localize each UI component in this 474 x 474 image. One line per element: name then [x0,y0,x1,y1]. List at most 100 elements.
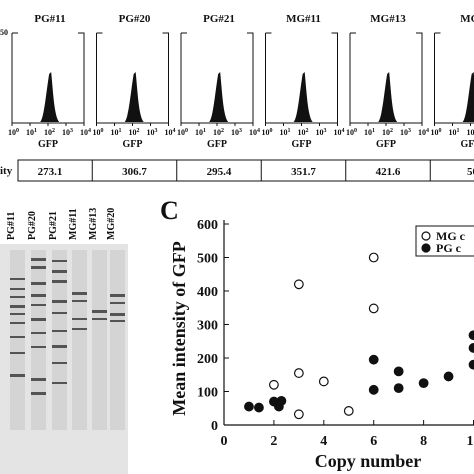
intensity-value: 273.1 [38,166,63,178]
histogram-tick-label: 104 [418,128,429,137]
legend-label: PG c [436,241,462,255]
histogram-frame [96,32,169,123]
gel-band [10,374,25,377]
gel-band [31,378,46,381]
gel-band [110,302,125,304]
intensity-value: 295.4 [207,166,232,178]
gel-band [31,304,46,306]
gel-lane-label: MG#11 [68,208,79,240]
gel-band [31,318,46,321]
y-tick-label: 600 [197,218,218,233]
histogram-tick-label: 101 [280,128,291,137]
gel-band [52,330,67,332]
gel-lane-label: PG#20 [27,211,38,240]
x-tick-label: 0 [221,434,228,449]
gel-band [31,266,46,269]
y-tick-label: 500 [197,252,218,267]
histogram-title: MG# [460,13,474,25]
histogram-6: MG#100101102103104GFP50 [431,13,474,178]
mg-data-point [293,409,304,420]
histogram-frame [265,32,338,123]
histogram-frame [434,32,441,34]
gel-band [10,322,25,324]
histogram-tick-label: 104 [334,128,345,137]
histogram-tick-label: 100 [177,128,188,137]
histogram-tick-label: 100 [8,128,19,137]
y-axis-label: Mean intensity of GFP [169,241,189,415]
pg-data-point [443,371,454,382]
legend-label: MG c [436,229,466,243]
histogram-xlabel: GFP [123,139,143,150]
histogram-3: PG#21 100 101 102 103 104 GFP 295.4 [177,13,262,181]
histogram-xlabel: GFP [461,139,474,150]
histogram-tick-label: 100 [262,128,273,137]
pg-data-point [468,359,474,370]
gel-lane [72,250,87,430]
gel-band [10,336,25,338]
intensity-value: 306.7 [122,166,147,178]
pg-data-point [368,354,379,365]
gel-band [52,345,67,348]
gel-band [72,318,87,320]
histogram-tick-label: 101 [26,128,37,137]
gel-band [31,282,46,285]
pg-data-point [254,402,264,413]
y-tick-label: 400 [197,285,218,300]
gel-lane [10,250,25,430]
x-axis-label: Copy number [315,451,422,471]
histogram-tick-label: 102 [213,128,224,137]
gel-band [52,270,67,273]
pg-data-point [244,401,254,412]
gel-band [52,312,67,314]
gel-band [110,320,125,322]
intensity-value-row: ity [0,159,474,182]
legend: MG cPG c [415,225,474,257]
gel-band [72,300,87,302]
row-label-fragment: ity [0,165,13,177]
gel-lane [31,250,46,430]
y-tick-label: 100 [197,386,218,401]
intensity-value: 351.7 [291,166,316,178]
panel-label: C [160,196,179,225]
gel-lane-label: PG#21 [48,211,59,240]
histogram-tick-label: 104 [80,128,91,137]
histogram-tick-label: 103 [316,128,327,137]
gel-band [31,258,46,261]
pg-data-point [276,395,287,406]
histogram-tick-label: 101 [364,128,375,137]
histogram-frame [350,32,423,123]
mg-data-point [343,406,354,416]
gel-band [52,280,67,283]
histogram-4: MG#11 100 101 102 103 104 GFP 351.7 [262,13,347,181]
gel-lane [92,250,107,430]
y-tick-fragment: 50 [0,28,8,37]
y-tick-label: 0 [211,419,218,434]
histogram-title: MG#13 [370,13,406,25]
mg-data-point [368,303,379,314]
histogram-tick-label: 102 [467,128,474,137]
histogram-title: PG#20 [119,13,151,25]
histogram-frame [12,32,85,123]
gel-lane [110,250,125,430]
pg-data-point [418,378,429,389]
gel-lane-label: MG#13 [88,208,99,240]
histogram-tick-label: 100 [346,128,357,137]
gel-lane [52,250,67,430]
gel-band [52,260,67,262]
legend-marker [421,243,431,253]
gel-band [52,362,67,364]
histogram-5: MG#13 100 101 102 103 104 GFP 421.6 [346,13,431,181]
histogram-tick-label: 103 [231,128,242,137]
histogram-peak [378,72,398,122]
gel-band [10,352,25,354]
histogram-peak [124,72,144,122]
histogram-tick-label: 103 [400,128,411,137]
gel-band [110,294,125,297]
histogram-tick-label: 101 [449,128,460,137]
histogram-tick-label: 100 [93,128,104,137]
x-tick-label: 2 [270,434,277,449]
intensity-value: 50 [467,166,474,178]
histogram-tick-label: 104 [249,128,260,137]
gel-band [10,296,25,298]
